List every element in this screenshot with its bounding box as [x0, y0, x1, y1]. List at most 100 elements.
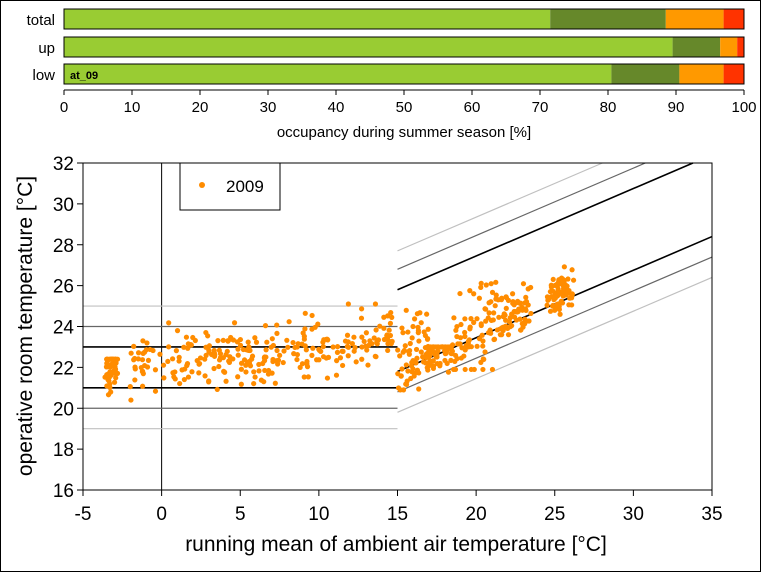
data-point: [330, 344, 336, 350]
y-tick-label-22: 22: [53, 358, 74, 379]
data-point: [274, 330, 280, 336]
data-point: [483, 282, 489, 288]
data-point: [359, 334, 365, 340]
data-point: [560, 276, 566, 282]
data-point: [471, 366, 477, 373]
occupancy-tick-label-50: 50: [396, 99, 413, 116]
data-point: [309, 312, 315, 319]
data-point: [359, 306, 365, 312]
data-point: [384, 332, 390, 338]
data-point: [309, 352, 315, 358]
data-point: [105, 392, 112, 398]
data-point: [488, 281, 494, 287]
data-point: [491, 336, 498, 342]
data-point: [172, 369, 178, 375]
data-point: [211, 365, 217, 372]
y-tick-label-26: 26: [53, 277, 74, 298]
data-point: [286, 319, 292, 325]
bar-segment-up-2: [720, 37, 738, 57]
data-point: [403, 307, 409, 313]
data-point: [388, 310, 394, 316]
data-point: [395, 385, 402, 391]
data-point: [206, 343, 213, 349]
data-point: [339, 348, 345, 354]
comfort-band-sloped-0: [397, 162, 603, 252]
bar-annotation: at_09: [70, 70, 98, 82]
data-point: [506, 319, 513, 325]
data-point: [490, 317, 496, 323]
data-point: [409, 359, 415, 366]
data-point: [333, 372, 340, 378]
bar-outline-low: [63, 63, 745, 85]
x-tick-label-25: 25: [544, 504, 565, 525]
data-point: [405, 329, 411, 335]
data-point: [105, 364, 111, 370]
data-point: [139, 383, 146, 389]
data-point: [381, 336, 388, 343]
data-point: [285, 344, 291, 350]
data-point: [550, 302, 556, 309]
data-point: [449, 342, 456, 348]
data-point: [552, 307, 558, 313]
data-point: [453, 327, 459, 333]
data-point: [252, 335, 258, 341]
data-point: [400, 330, 406, 336]
data-point: [359, 344, 365, 350]
data-point: [196, 370, 202, 376]
data-point: [262, 323, 269, 329]
y-tick-label-24: 24: [53, 318, 75, 339]
data-point: [452, 366, 459, 373]
data-point: [455, 341, 461, 347]
data-point: [157, 351, 163, 357]
data-point: [387, 320, 394, 326]
data-point: [514, 299, 520, 306]
data-point: [320, 343, 326, 350]
data-point: [363, 330, 369, 336]
data-point: [325, 354, 332, 360]
data-point: [493, 292, 499, 298]
data-point: [425, 326, 431, 332]
data-point: [302, 326, 308, 332]
y-tick-label-30: 30: [53, 195, 74, 216]
bar-segment-total-2: [665, 9, 724, 29]
data-point: [261, 354, 268, 361]
data-point: [493, 279, 499, 285]
data-point: [418, 320, 424, 326]
data-point: [411, 373, 417, 379]
data-point: [397, 353, 403, 359]
data-point: [385, 347, 391, 354]
y-tick-label-16: 16: [53, 481, 74, 502]
data-point: [113, 375, 119, 381]
data-point: [140, 338, 146, 344]
bar-segment-total-1: [550, 9, 666, 29]
data-point: [135, 350, 142, 356]
data-point: [238, 360, 245, 366]
data-point: [150, 347, 156, 354]
data-point: [405, 368, 411, 374]
data-point: [291, 351, 297, 357]
data-point: [511, 314, 518, 320]
data-point: [345, 353, 351, 359]
data-point: [305, 374, 311, 380]
bar-segment-total-3: [723, 9, 744, 29]
x-tick-label-20: 20: [466, 504, 487, 525]
data-point: [237, 342, 244, 349]
data-point: [467, 326, 473, 332]
data-point: [569, 295, 575, 301]
data-point: [471, 291, 477, 297]
x-tick-label-15: 15: [387, 504, 408, 525]
data-point: [107, 369, 113, 375]
data-point: [440, 344, 446, 350]
data-point: [181, 344, 187, 350]
data-point: [290, 339, 296, 346]
data-point: [263, 347, 269, 353]
data-point: [569, 267, 575, 273]
data-point: [461, 353, 467, 359]
data-point: [230, 356, 236, 362]
data-point: [462, 329, 468, 336]
data-point: [205, 333, 211, 339]
data-point: [448, 357, 454, 363]
bar-segment-total-0: [64, 9, 551, 29]
data-point: [424, 311, 430, 317]
